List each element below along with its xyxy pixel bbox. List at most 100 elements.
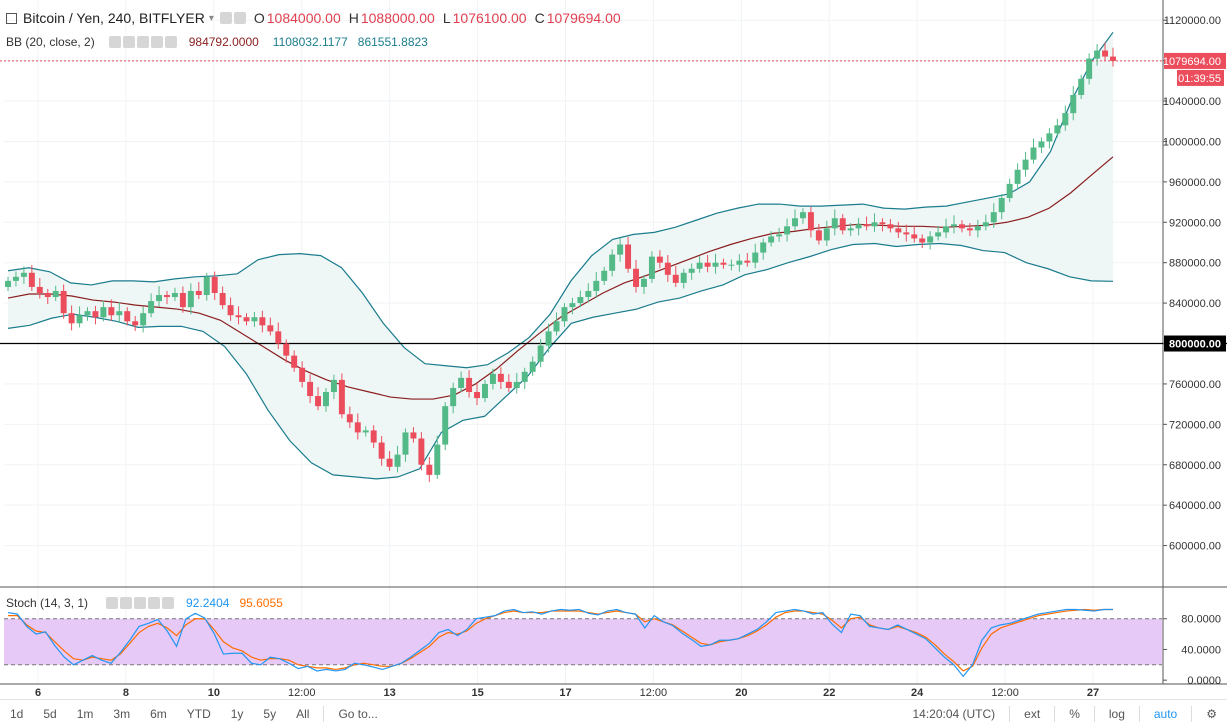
candle-body xyxy=(267,325,274,332)
price-axis-label: 960000.00 xyxy=(1169,177,1221,189)
stoch-d-line xyxy=(8,608,1113,672)
candle-body xyxy=(529,361,536,372)
timeframe-5d[interactable]: 5d xyxy=(43,707,57,721)
candle-body xyxy=(489,373,496,384)
candle-body xyxy=(251,317,258,322)
candle-body xyxy=(895,228,902,233)
close-icon[interactable] xyxy=(164,36,177,48)
timeframe-3m[interactable]: 3m xyxy=(113,707,131,721)
goto-button[interactable]: Go to... xyxy=(338,707,378,721)
eye-icon[interactable] xyxy=(219,12,232,24)
candle-body xyxy=(474,392,481,399)
chevron-down-icon[interactable]: ▾ xyxy=(208,12,214,24)
candle-body xyxy=(132,321,139,326)
candle-body xyxy=(601,270,608,281)
candle-body xyxy=(402,432,409,455)
candle-body xyxy=(863,224,870,227)
divider xyxy=(1138,706,1140,722)
candle-body xyxy=(171,293,178,298)
candle-body xyxy=(100,307,107,318)
candle-body xyxy=(648,256,655,279)
percent-toggle[interactable]: % xyxy=(1069,707,1080,721)
price-axis-label: 600000.00 xyxy=(1169,541,1221,553)
time-axis-label: 6 xyxy=(35,687,41,699)
add-icon[interactable] xyxy=(134,597,147,609)
candle-body xyxy=(887,224,894,229)
time-axis-label: 8 xyxy=(123,687,129,699)
current-price-tag xyxy=(1164,52,1226,69)
eye-icon[interactable] xyxy=(108,36,121,48)
candle-body xyxy=(442,406,449,445)
candle-body xyxy=(640,278,647,287)
bb-upper-line xyxy=(7,31,1114,369)
candle-body xyxy=(1030,147,1037,160)
chart-canvas[interactable]: 600000.00 640000.00 680000.00 720000.00 7600… xyxy=(0,0,1227,699)
candle-body xyxy=(974,226,981,231)
candle-body xyxy=(815,230,822,241)
more-icon[interactable] xyxy=(150,36,163,48)
candle-body xyxy=(12,276,19,281)
candle-body xyxy=(275,331,282,344)
divider xyxy=(1093,706,1095,722)
candle-body xyxy=(394,454,401,467)
low-value: 1076100.00 xyxy=(452,10,527,26)
collapse-icon[interactable] xyxy=(6,12,17,24)
candle-body xyxy=(1078,78,1085,95)
time-axis-label: 10 xyxy=(208,687,220,699)
price-axis-label: 840000.00 xyxy=(1169,298,1221,310)
candle-body xyxy=(569,303,576,308)
bb-legend: BB (20, close, 2) 984792.0000 1108032.11… xyxy=(6,35,428,49)
bb-label[interactable]: BB (20, close, 2) xyxy=(6,35,95,49)
timeframe-1m[interactable]: 1m xyxy=(76,707,94,721)
time-axis-label: 20 xyxy=(735,687,747,699)
candle-body xyxy=(1070,94,1077,114)
candle-body xyxy=(593,280,600,291)
stoch-label[interactable]: Stoch (14, 3, 1) xyxy=(6,596,89,610)
candle-body xyxy=(982,222,989,227)
settings-icon[interactable] xyxy=(122,36,135,48)
candle-body xyxy=(410,432,417,439)
eye-icon[interactable] xyxy=(106,597,119,609)
stoch-axis-label: 80.0000 xyxy=(1181,614,1221,626)
candle-body xyxy=(990,212,997,223)
close-icon[interactable] xyxy=(162,597,175,609)
settings-icon[interactable] xyxy=(233,12,246,24)
candle-body xyxy=(951,224,957,227)
divider xyxy=(1054,706,1056,722)
candle-body xyxy=(823,228,830,241)
candle-body xyxy=(1110,56,1116,61)
timeframe-6m[interactable]: 6m xyxy=(150,707,167,721)
candle-body xyxy=(124,311,131,322)
candle-body xyxy=(744,260,751,263)
candle-body xyxy=(44,293,51,298)
candle-body xyxy=(696,262,703,269)
timeframe-ytd[interactable]: YTD xyxy=(186,707,211,721)
candle-body xyxy=(688,268,695,273)
bb-lower-value: 861551.8823 xyxy=(357,35,428,49)
stoch-axis-label: 0.0000 xyxy=(1187,675,1221,687)
log-toggle[interactable]: log xyxy=(1108,707,1125,721)
add-icon[interactable] xyxy=(136,36,149,48)
timeframe-1y[interactable]: 1y xyxy=(230,707,244,721)
candle-body xyxy=(116,311,123,316)
ext-toggle[interactable]: ext xyxy=(1024,707,1041,721)
candle-body xyxy=(545,331,552,346)
candle-body xyxy=(299,367,306,382)
settings-icon[interactable] xyxy=(120,597,133,609)
candle-body xyxy=(187,290,194,308)
auto-toggle[interactable]: auto xyxy=(1153,707,1178,721)
candle-body xyxy=(52,290,59,298)
candle-body xyxy=(195,290,202,296)
more-icon[interactable] xyxy=(148,597,161,609)
candle-body xyxy=(831,218,838,229)
divider xyxy=(1191,706,1193,722)
gear-icon[interactable]: ⚙ xyxy=(1206,707,1217,721)
countdown-label: 01:39:55 xyxy=(1178,73,1221,85)
candle-body xyxy=(799,212,806,219)
candle-body xyxy=(736,260,743,265)
symbol-title[interactable]: Bitcoin / Yen, 240, BITFLYER xyxy=(23,10,205,26)
timeframe-1d[interactable]: 1d xyxy=(10,707,24,721)
candle-body xyxy=(617,244,624,255)
timeframe-all[interactable]: All xyxy=(296,707,310,721)
timeframe-5y[interactable]: 5y xyxy=(263,707,277,721)
